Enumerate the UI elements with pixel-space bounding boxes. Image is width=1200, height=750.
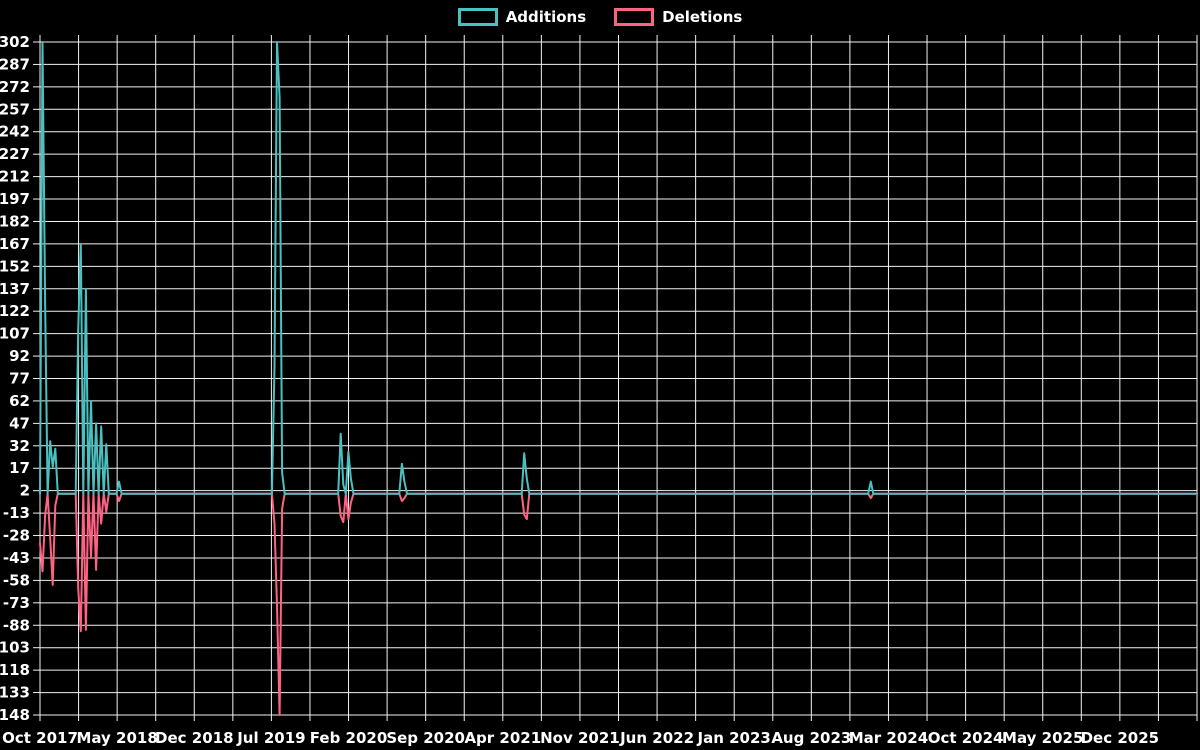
y-tick-label: 77 <box>9 370 30 388</box>
deletions-legend-label: Deletions <box>662 7 743 26</box>
x-tick-label: Mar 2024 <box>849 729 928 747</box>
x-tick-label: Oct 2024 <box>928 729 1004 747</box>
y-tick-label: 167 <box>0 235 30 253</box>
y-tick-label: 47 <box>9 414 30 432</box>
x-tick-label: Nov 2021 <box>540 729 620 747</box>
y-tick-label: 137 <box>0 280 30 298</box>
y-tick-label: -58 <box>3 571 30 589</box>
y-tick-label: 182 <box>0 212 30 230</box>
y-tick-label: 152 <box>0 257 30 275</box>
y-tick-label: -28 <box>3 527 30 545</box>
x-tick-label: Aug 2023 <box>771 729 851 747</box>
y-tick-label: 242 <box>0 123 30 141</box>
y-tick-label: 122 <box>0 302 30 320</box>
y-tick-label: 212 <box>0 168 30 186</box>
y-tick-label: -88 <box>3 616 30 634</box>
additions-line <box>39 41 1198 495</box>
y-tick-label: -13 <box>3 504 30 522</box>
y-tick-label: 227 <box>0 145 30 163</box>
x-tick-label: Jul 2019 <box>236 729 305 747</box>
y-tick-label: 302 <box>0 33 30 51</box>
y-tick-label: -73 <box>3 594 30 612</box>
legend-item-deletions[interactable]: Deletions <box>614 8 742 26</box>
deletions-legend-swatch <box>614 8 655 26</box>
y-tick-label: 17 <box>9 459 30 477</box>
legend-item-additions[interactable]: Additions <box>457 7 587 26</box>
y-tick-label: 92 <box>9 347 30 365</box>
x-tick-label: Apr 2021 <box>464 729 541 747</box>
x-tick-label: Oct 2017 <box>2 729 78 747</box>
additions-legend-label: Additions <box>505 7 587 26</box>
x-tick-label: Sep 2020 <box>386 729 465 747</box>
additions-legend-swatch <box>457 8 498 26</box>
y-tick-label: 287 <box>0 55 30 73</box>
x-tick-label: Dec 2025 <box>1081 729 1160 747</box>
x-tick-label: May 2025 <box>1002 729 1083 747</box>
y-tick-label: -148 <box>0 706 30 724</box>
y-tick-label: -103 <box>0 639 30 657</box>
y-tick-label: 2 <box>20 482 30 500</box>
x-tick-label: May 2018 <box>76 729 157 747</box>
y-tick-label: -43 <box>3 549 30 567</box>
y-tick-label: 107 <box>0 325 30 343</box>
y-tick-label: 197 <box>0 190 30 208</box>
x-tick-label: Jan 2023 <box>697 729 771 747</box>
y-tick-label: 257 <box>0 100 30 118</box>
y-tick-label: 62 <box>9 392 30 410</box>
y-tick-label: -133 <box>0 684 30 702</box>
x-tick-label: Jun 2022 <box>619 729 694 747</box>
y-tick-label: 32 <box>9 437 30 455</box>
y-tick-label: 272 <box>0 78 30 96</box>
x-tick-label: Feb 2020 <box>310 729 388 747</box>
y-tick-label: -118 <box>0 661 30 679</box>
chart-legend: Additions Deletions <box>0 8 1200 26</box>
x-tick-label: Dec 2018 <box>155 729 234 747</box>
